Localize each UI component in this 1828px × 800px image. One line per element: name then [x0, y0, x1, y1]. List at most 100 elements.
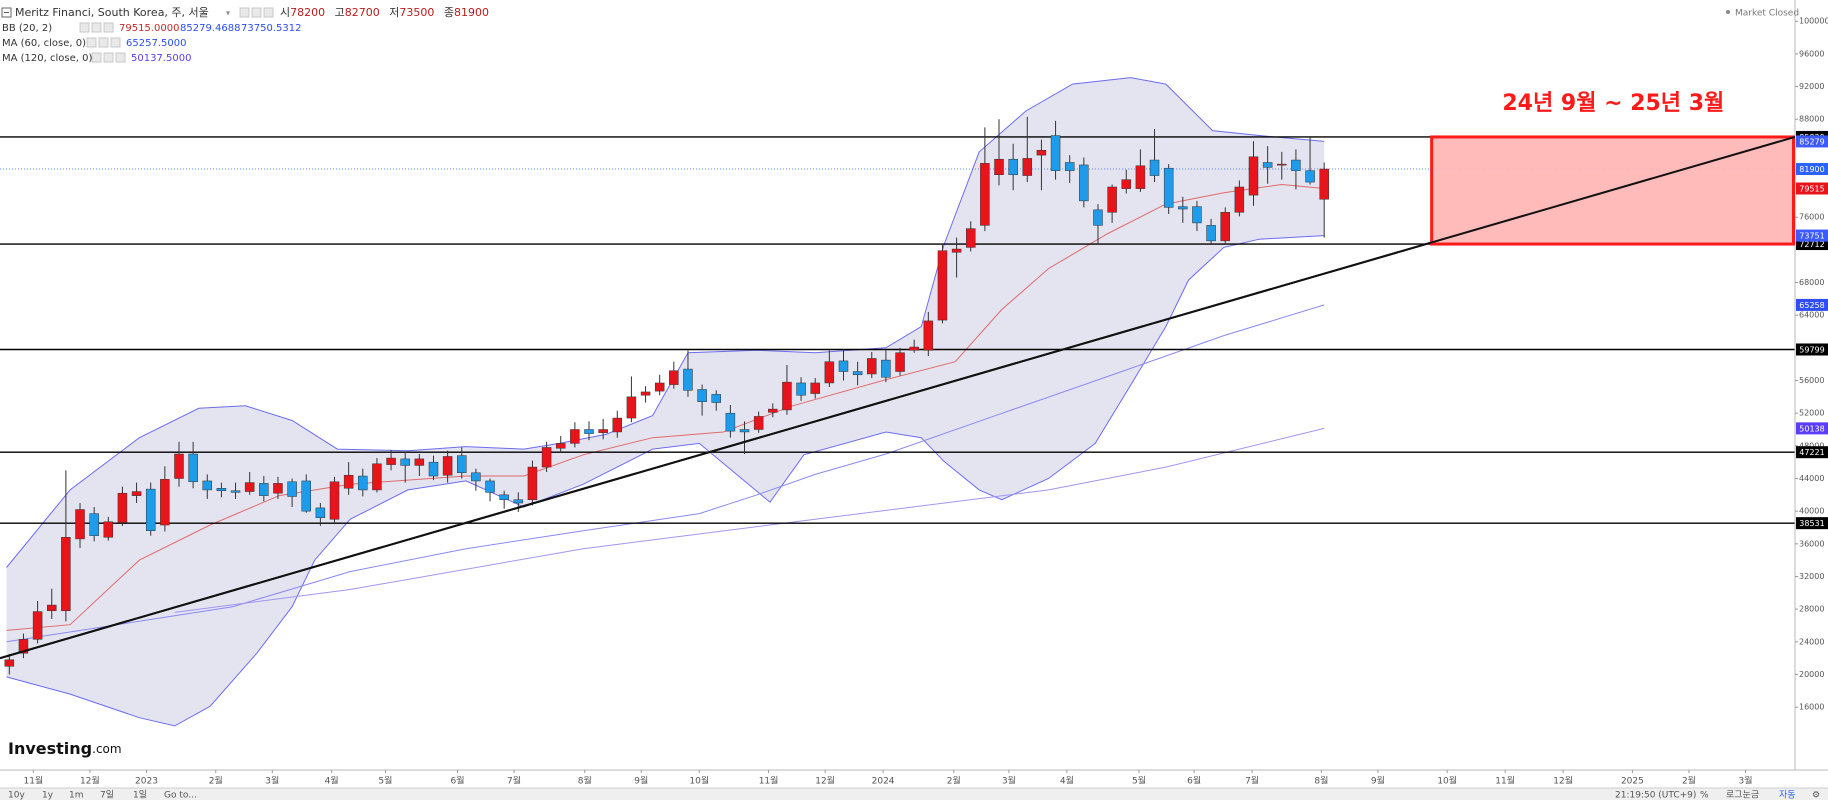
- candle-body: [1135, 165, 1146, 189]
- icon-button[interactable]: [103, 52, 114, 63]
- dropdown-arrow[interactable]: ▾: [226, 9, 230, 18]
- auto-scale-toggle[interactable]: 자동: [1779, 790, 1796, 800]
- candle-body: [725, 412, 736, 432]
- range-button[interactable]: 1m: [69, 791, 84, 800]
- candle-body: [697, 389, 707, 402]
- candle-body: [895, 352, 905, 372]
- log-scale-toggle[interactable]: 로그눈금: [1726, 790, 1759, 800]
- candle-body: [1178, 206, 1188, 210]
- candle-body: [216, 488, 227, 491]
- candle-body: [782, 381, 792, 411]
- ohlc-prefix: 저: [389, 6, 399, 19]
- icon-button[interactable]: [91, 52, 102, 63]
- range-button[interactable]: 10y: [8, 791, 25, 800]
- y-tick-label: 64000: [1799, 311, 1824, 320]
- icon-button[interactable]: [91, 22, 102, 33]
- icon-button[interactable]: [86, 37, 97, 48]
- ohlc-prefix: 시: [280, 6, 290, 19]
- indicator-readout: 85279.4688: [180, 23, 240, 34]
- settings-button[interactable]: ⚙: [1812, 791, 1820, 800]
- candle-body: [386, 457, 396, 465]
- x-tick-label: 5월: [1132, 775, 1146, 787]
- x-tick-label: 6월: [451, 775, 465, 787]
- x-tick-label: 12월: [1553, 775, 1573, 787]
- bb-band-fill: [6, 77, 1325, 726]
- candle-body: [1121, 179, 1132, 189]
- x-tick-label: 7월: [1245, 775, 1259, 787]
- x-tick-label: 4월: [325, 775, 339, 787]
- icon-button[interactable]: [239, 7, 250, 18]
- logo-suffix: .com: [92, 742, 121, 756]
- legend-icons: [79, 7, 274, 63]
- trendline-overlay: [0, 135, 1795, 660]
- indicator-label[interactable]: MA (120, close, 0): [2, 53, 92, 64]
- candle-body: [598, 429, 608, 434]
- icon-button[interactable]: [251, 7, 262, 18]
- x-tick-label: 11월: [23, 775, 43, 787]
- x-tick-label: 2025: [1621, 777, 1644, 787]
- candle-body: [329, 481, 340, 520]
- x-tick-label: 4월: [1060, 775, 1074, 787]
- candle-body: [626, 396, 637, 419]
- candle-body: [499, 494, 509, 500]
- candle-body: [1192, 206, 1202, 224]
- indicator-label[interactable]: BB (20, 2): [2, 23, 52, 34]
- indicator-readout: 65257.5000: [126, 38, 186, 49]
- percent-toggle[interactable]: %: [1700, 791, 1709, 800]
- candle-body: [838, 360, 849, 372]
- collapse-icon[interactable]: [1, 7, 12, 18]
- indicator-readout: 79515.0000: [119, 23, 179, 34]
- goto-button[interactable]: Go to...: [164, 791, 197, 800]
- y-tick-label: 32000: [1799, 572, 1824, 581]
- candle-body: [1277, 163, 1287, 166]
- x-tick-label: 10월: [689, 775, 709, 787]
- icon-button[interactable]: [115, 52, 126, 63]
- indicator-label[interactable]: MA (60, close, 0): [2, 38, 86, 49]
- y-tick-label: 36000: [1799, 539, 1824, 548]
- plot-area: [0, 77, 1795, 727]
- candle-body: [358, 475, 368, 491]
- candle-body: [46, 604, 57, 612]
- icon-button[interactable]: [263, 7, 274, 18]
- y-tick-label: 56000: [1799, 376, 1824, 385]
- candle-body: [881, 359, 891, 378]
- ohlc-prefix: 종: [444, 6, 454, 19]
- candle-body: [131, 491, 142, 496]
- icon-button[interactable]: [98, 37, 109, 48]
- candle-body: [188, 453, 198, 483]
- price-tag-label: 59799: [1799, 345, 1824, 354]
- x-tick-label: 12월: [80, 775, 100, 787]
- y-tick-label: 48000: [1799, 441, 1824, 450]
- clock: 21:19:50 (UTC+9): [1615, 791, 1696, 800]
- ohlc-value: 78200: [290, 6, 325, 19]
- x-tick-label: 11월: [1495, 775, 1515, 787]
- range-button[interactable]: 1일: [133, 790, 147, 800]
- candle-body: [527, 466, 538, 500]
- candle-body: [485, 480, 495, 493]
- annotation-label: 24년 9월 ~ 25년 3월: [1502, 91, 1724, 116]
- icon-button[interactable]: [103, 22, 114, 33]
- candle-body: [442, 456, 453, 476]
- indicator-readout: 73750.5312: [241, 23, 301, 34]
- range-button[interactable]: 7일: [100, 790, 114, 800]
- logo: Investing.com: [8, 739, 122, 758]
- y-tick-label: 76000: [1799, 213, 1824, 222]
- candle-body: [1163, 167, 1174, 208]
- candle-body: [18, 639, 29, 654]
- ohlc-value: 73500: [399, 6, 434, 19]
- candle-body: [1079, 164, 1089, 202]
- x-tick-label: 3월: [1739, 775, 1753, 787]
- candle-body: [683, 368, 693, 391]
- candle-body: [1050, 135, 1061, 171]
- range-button[interactable]: 1y: [42, 791, 54, 800]
- price-tag-label: 79515: [1799, 184, 1824, 193]
- price-tag: [1796, 163, 1828, 176]
- candle-body: [852, 371, 863, 376]
- candle-body: [244, 482, 255, 492]
- candle-body: [965, 228, 976, 248]
- x-tick-label: 8월: [1314, 775, 1328, 787]
- price-tag: [1796, 517, 1828, 530]
- icon-button[interactable]: [79, 22, 90, 33]
- icon-button[interactable]: [110, 37, 121, 48]
